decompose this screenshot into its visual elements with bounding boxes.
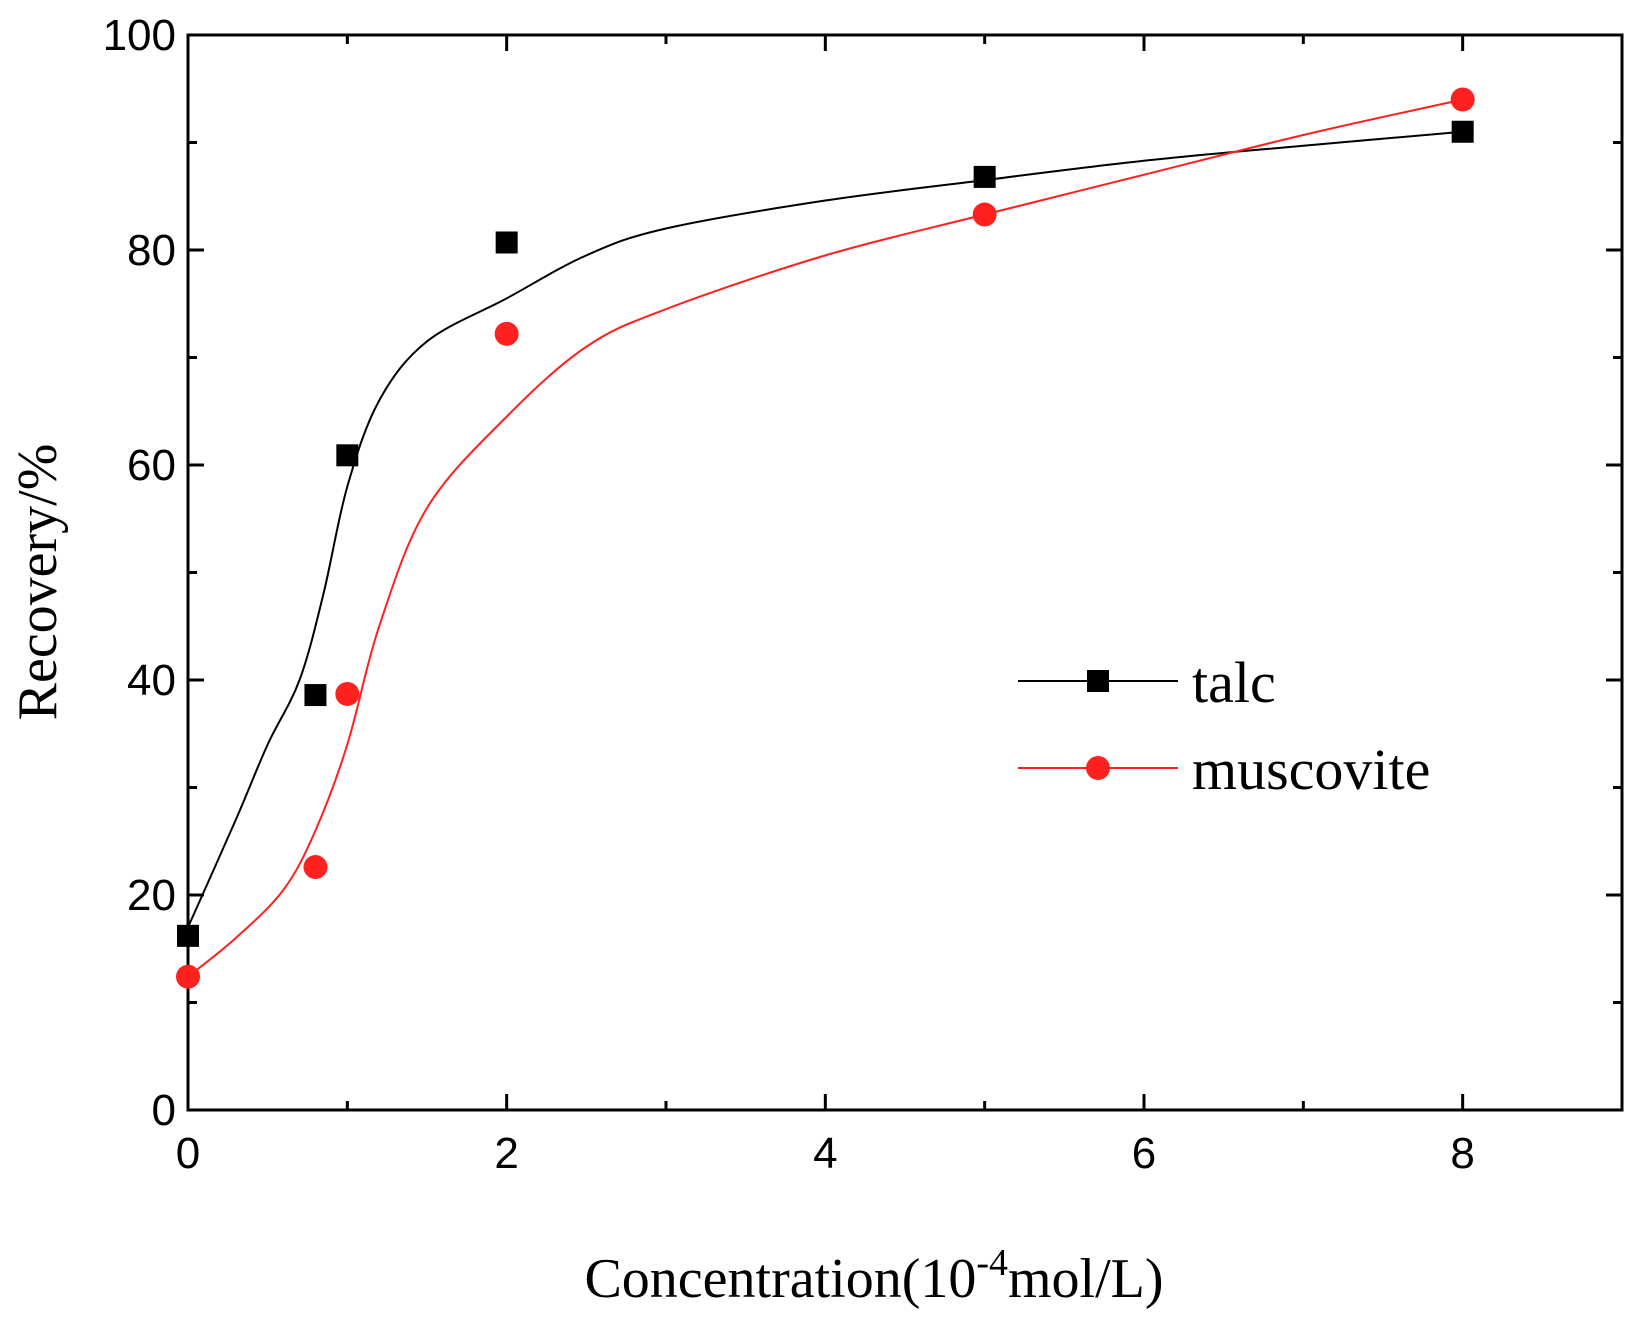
plot-frame <box>186 33 1624 1112</box>
legend: talc muscovite <box>1018 650 1430 802</box>
data-point-muscovite <box>1450 87 1475 112</box>
data-point-talc <box>1451 120 1474 143</box>
y-axis-title: Recovery/% <box>7 444 69 721</box>
x-tick-label: 0 <box>176 1129 200 1178</box>
data-point-talc <box>336 444 359 467</box>
series-line-muscovite <box>187 98 1463 978</box>
x-tick-label: 4 <box>813 1129 837 1178</box>
data-point-talc <box>973 165 996 188</box>
y-tick-label: 40 <box>127 656 176 705</box>
x-tick-label: 8 <box>1450 1129 1474 1178</box>
data-point-talc <box>177 924 199 947</box>
legend-marker-talc <box>1087 670 1109 692</box>
legend-marker-muscovite <box>1086 756 1110 780</box>
y-tick-label: 60 <box>127 441 176 490</box>
series-line-talc <box>187 130 1463 928</box>
x-axis-title-superscript: -4 <box>976 1242 1008 1284</box>
y-tick-label: 20 <box>127 871 176 920</box>
y-tick-label: 100 <box>103 11 176 60</box>
data-point-muscovite <box>176 964 200 989</box>
data-point-talc <box>495 231 518 254</box>
x-tick-label: 2 <box>494 1129 518 1178</box>
x-tick-label: 6 <box>1132 1129 1156 1178</box>
x-axis-title: Concentration(10-4mol/L) <box>584 1242 1163 1310</box>
legend-label-talc: talc <box>1192 650 1276 715</box>
y-tick-label: 0 <box>152 1086 176 1135</box>
data-point-muscovite <box>303 855 328 880</box>
data-point-talc <box>304 684 327 707</box>
legend-label-muscovite: muscovite <box>1192 737 1430 802</box>
x-axis-title-main: Concentration(10 <box>584 1248 976 1310</box>
data-point-muscovite <box>494 321 519 346</box>
y-tick-label: 80 <box>127 226 176 275</box>
x-axis-title-suffix: mol/L) <box>1008 1248 1164 1310</box>
data-point-muscovite <box>972 202 997 227</box>
data-point-muscovite <box>335 681 360 706</box>
